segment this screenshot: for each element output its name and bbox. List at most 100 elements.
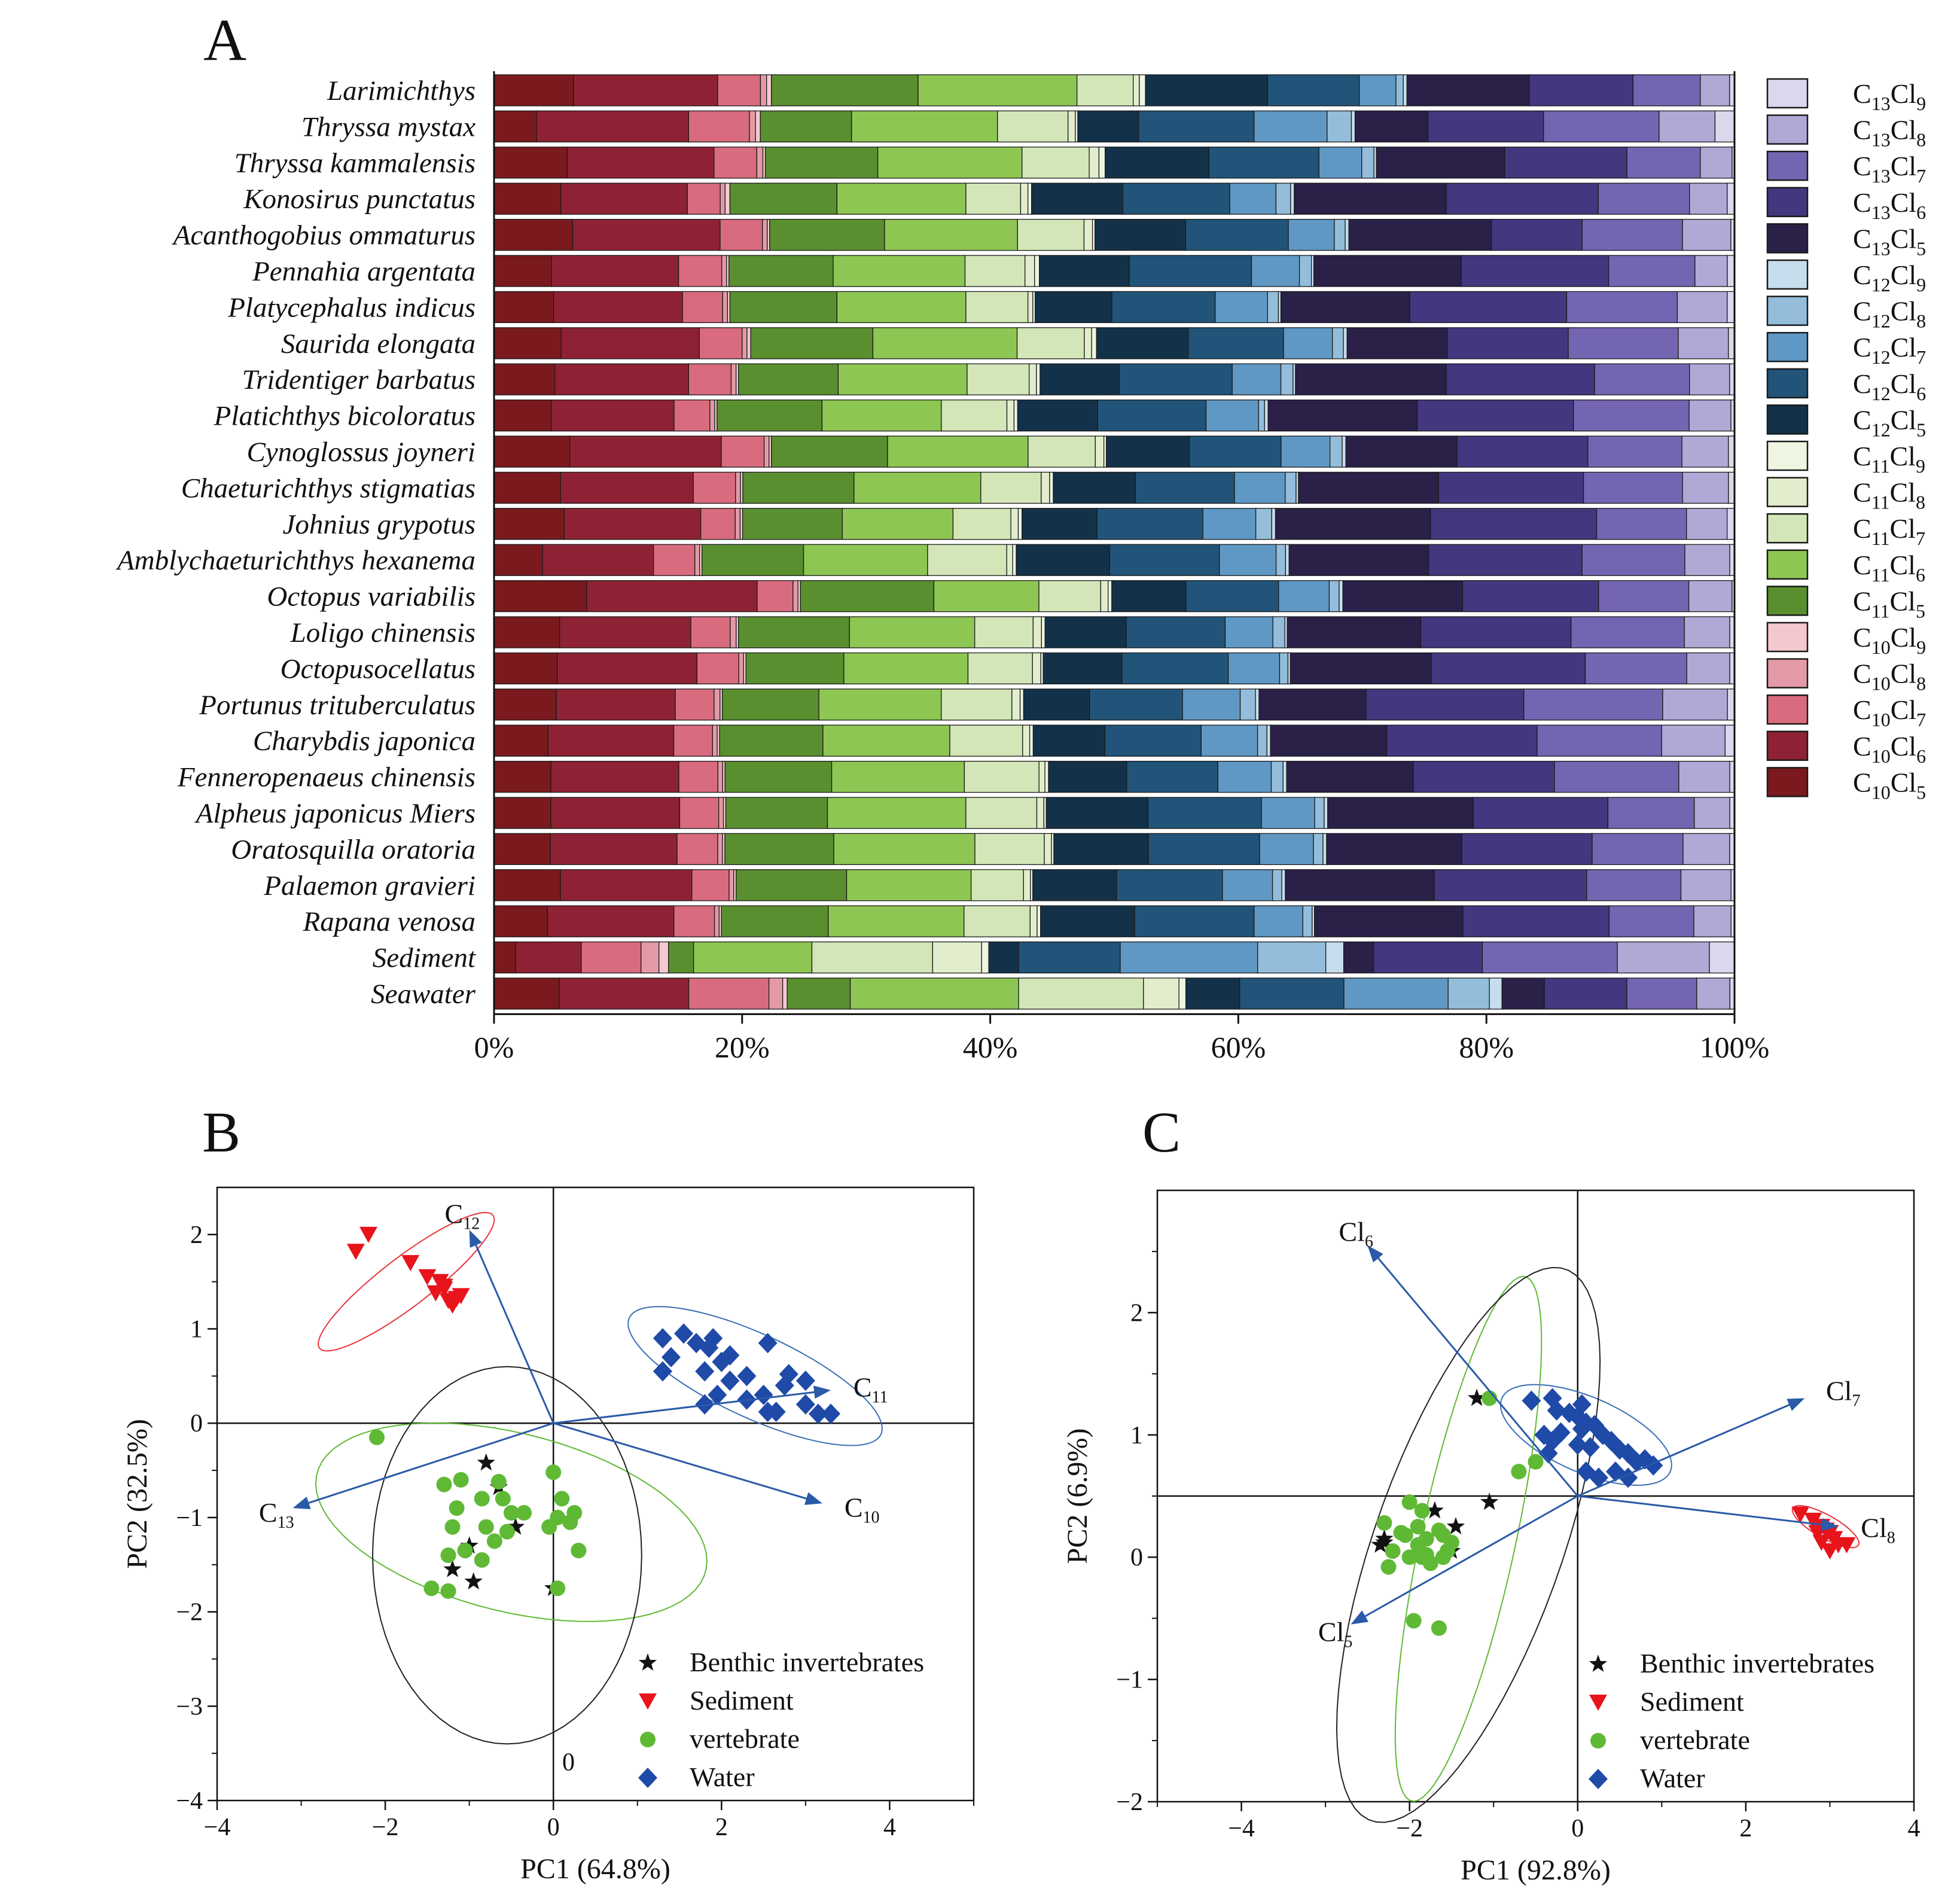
vector-label: Cl7 xyxy=(1826,1375,1860,1410)
legend-text: C xyxy=(1853,115,1871,145)
bar-segment xyxy=(1023,689,1090,721)
legend-text: C xyxy=(1853,151,1871,181)
bar-segment xyxy=(1409,291,1568,324)
legend-text: Cl xyxy=(1891,260,1916,290)
legend-marker xyxy=(1590,1733,1606,1748)
bar-segment xyxy=(1659,110,1716,143)
bar-segment xyxy=(1280,291,1410,324)
bar-segment xyxy=(1343,941,1374,974)
data-point xyxy=(1528,1454,1544,1470)
category-label: Octopusocellatus xyxy=(281,653,475,684)
legend-text: Cl xyxy=(1890,477,1916,508)
bar-segment xyxy=(1045,797,1148,829)
bar-segments xyxy=(493,74,1735,1010)
x-tick-label: −4 xyxy=(204,1814,231,1841)
legend-subscript: 6 xyxy=(1916,202,1926,223)
bar-segment xyxy=(1098,147,1106,179)
bar-segment xyxy=(932,941,982,974)
data-point xyxy=(1446,1517,1465,1534)
vector-label-subscript: 12 xyxy=(463,1214,480,1233)
bar-segment xyxy=(760,110,852,143)
bar-segment xyxy=(547,905,675,937)
bar-segment xyxy=(1254,905,1303,937)
legend-marker xyxy=(640,1732,656,1747)
data-point xyxy=(795,1370,815,1391)
bar-segment xyxy=(1290,652,1432,685)
bar-segment xyxy=(728,255,834,287)
legend-marker xyxy=(1589,1655,1608,1672)
bar-segment xyxy=(1345,218,1349,251)
bar-segment xyxy=(742,327,748,360)
legend-text: C xyxy=(1853,296,1871,327)
bar-segment xyxy=(1348,218,1492,251)
bar-segment xyxy=(792,580,798,613)
bar-segment xyxy=(682,291,723,324)
bar-segment xyxy=(560,182,688,215)
bar-segment xyxy=(493,977,560,1010)
bar-segment xyxy=(675,689,715,721)
bar-segment xyxy=(721,255,727,287)
x-tick-label: 4 xyxy=(883,1814,896,1841)
legend-text: Cl xyxy=(1891,368,1916,399)
data-point xyxy=(674,1323,694,1344)
bar-segment xyxy=(493,74,574,106)
legend-swatch xyxy=(1766,622,1809,653)
bar-segment xyxy=(760,74,767,106)
data-point xyxy=(1443,1534,1459,1550)
bar-segment xyxy=(1261,797,1315,829)
bar-segment xyxy=(569,435,722,468)
bar-segment xyxy=(1325,941,1345,974)
bar-segment xyxy=(742,471,855,504)
bar-segment xyxy=(756,147,764,179)
data-point xyxy=(779,1364,798,1385)
bar-segment xyxy=(1022,508,1098,540)
legend-subscript: 9 xyxy=(1916,636,1926,658)
bar-segment xyxy=(1126,616,1226,648)
axis-annotation: 0 xyxy=(562,1749,575,1777)
legend-subscript: 10 xyxy=(1871,709,1891,730)
bar-segment xyxy=(1108,580,1112,613)
bar-segment xyxy=(1686,652,1730,685)
bar-segment xyxy=(1571,616,1685,648)
data-point xyxy=(440,1583,456,1599)
bar-segment xyxy=(719,724,824,757)
bar-segment xyxy=(1313,255,1462,287)
bar-segment xyxy=(1044,833,1052,866)
x-tick-label: −2 xyxy=(372,1814,399,1841)
data-point xyxy=(1397,1527,1413,1543)
legend-label: Sediment xyxy=(1640,1686,1744,1717)
y-tick-label: 1 xyxy=(1130,1422,1143,1449)
bar-segment xyxy=(678,760,719,793)
bar-segment xyxy=(738,363,839,395)
bar-segment xyxy=(1489,977,1502,1010)
confidence-ellipse xyxy=(627,1306,883,1446)
data-point xyxy=(477,1453,495,1471)
bar-segment xyxy=(917,74,1078,106)
legend-text: Cl xyxy=(1891,767,1916,797)
data-point xyxy=(1580,1437,1600,1458)
bar-segment xyxy=(493,218,574,251)
bar-segment xyxy=(690,616,731,648)
bar-segment xyxy=(1700,74,1730,106)
bar-segment xyxy=(1281,869,1286,901)
bar-segment xyxy=(714,147,757,179)
category-label: Sediment xyxy=(373,943,476,974)
legend-entry: C13Cl8 xyxy=(1853,115,1926,151)
bar-segment xyxy=(572,218,721,251)
legend-text: Cl xyxy=(1890,441,1916,471)
data-point xyxy=(440,1547,456,1563)
bar-segment xyxy=(764,147,879,179)
data-point xyxy=(1538,1443,1558,1464)
legend-subscript: 8 xyxy=(1916,673,1926,694)
bar-segment xyxy=(1680,869,1732,901)
data-point xyxy=(1431,1522,1447,1539)
legend-subscript: 11 xyxy=(1871,455,1890,477)
data-point xyxy=(766,1402,786,1422)
data-point xyxy=(1837,1537,1856,1553)
bar-segment xyxy=(1270,760,1284,793)
bar-segment xyxy=(836,182,967,215)
bar-segment xyxy=(1694,797,1730,829)
bar-segment xyxy=(1326,833,1462,866)
